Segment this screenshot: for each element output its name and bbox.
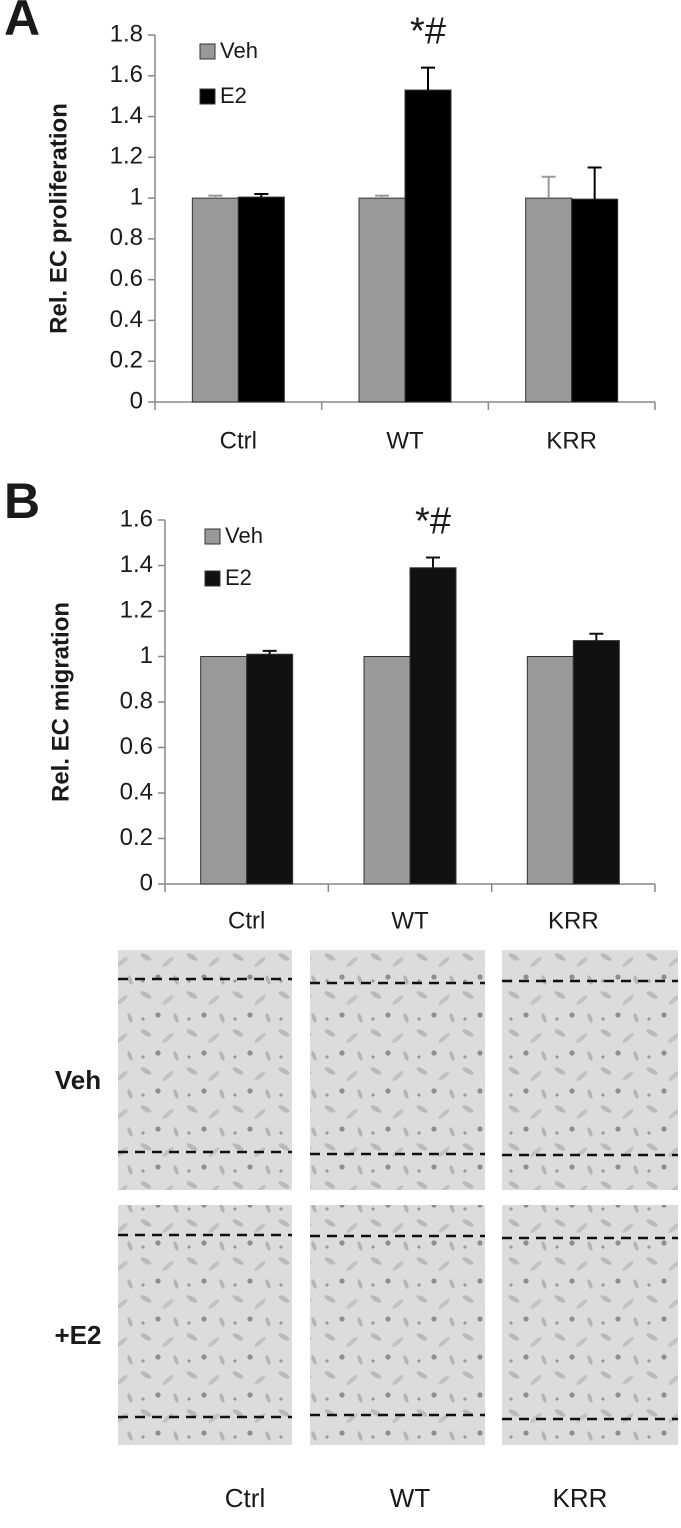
micrograph [118,1205,292,1445]
micrograph [502,950,678,1190]
y-tick-label: 1.2 [120,596,153,623]
y-tick-label: 1.2 [110,143,143,170]
y-tick-label: 1.4 [120,551,153,578]
wound-edges [118,977,678,1421]
error-bar [254,193,269,198]
column-label: WT [390,1483,431,1513]
column-label: Ctrl [225,1483,265,1513]
bar [572,640,620,885]
bar [526,656,574,885]
bar [358,197,406,403]
legend-label: Veh [225,523,263,548]
legend-swatch [199,43,216,60]
y-tick-label: 1.6 [120,505,153,532]
y-tick-label: 0.2 [120,824,153,851]
x-tick-label: KRR [546,427,597,454]
y-axis-label: Rel. EC proliferation [45,103,72,334]
y-tick-label: 0.8 [110,224,143,251]
chart: B Rel. EC migration 0 0.2 0.4 0.6 0.8 1 1.2 1.4 1.… [4,473,656,934]
y-tick-label: 0.4 [120,778,153,805]
bar [363,656,411,885]
y-tick-label: 0 [130,387,143,414]
panel-label: B [4,473,40,529]
legend-swatch [204,528,221,545]
error-bar [587,166,602,200]
y-tick-label: 0.6 [110,265,143,292]
error-bar [589,632,604,641]
error-bar [426,556,440,568]
annotation: *# [410,11,446,53]
micrograph [118,950,292,1190]
panel-label: A [4,0,40,46]
legend-label: E2 [225,565,252,590]
error-bar [262,649,277,655]
y-tick-label: 0.6 [120,733,153,760]
x-tick-label: WT [386,427,424,454]
bar [200,656,248,885]
bar [571,198,619,403]
column-label: KRR [553,1483,608,1513]
micrograph [310,950,485,1190]
bar [525,197,573,403]
bar [409,567,457,885]
error-bar [208,194,223,199]
legend-swatch [199,88,216,105]
y-tick-label: 1.6 [110,61,143,88]
legend-label: Veh [220,38,258,63]
annotation: *# [415,501,451,543]
micrograph [310,1205,485,1445]
row-label: +E2 [55,1320,102,1350]
micrograph-panel: Veh +E2 Ctrl WT KRR [55,950,678,1513]
error-bar [541,175,556,199]
error-bar [375,194,389,199]
bar [404,89,452,403]
bar [237,196,285,403]
bar [191,197,239,403]
legend-label: E2 [220,83,247,108]
x-tick-label: Ctrl [228,907,265,934]
micrograph [502,1205,678,1445]
chart: A Rel. EC proliferation 0 0.2 0.4 0.6 0.8 1 1.2 1… [4,0,656,454]
legend-swatch [204,570,221,587]
y-tick-label: 0.2 [110,347,143,374]
y-axis-label: Rel. EC migration [47,602,74,802]
x-tick-label: Ctrl [220,427,257,454]
y-tick-label: 1 [130,183,143,210]
y-tick-label: 1 [140,642,153,669]
y-tick-label: 0.8 [120,687,153,714]
y-tick-label: 1.4 [110,102,143,129]
x-tick-label: WT [391,907,429,934]
error-bar [421,66,435,91]
y-tick-label: 1.8 [110,20,143,47]
bar [246,653,294,885]
row-label: Veh [55,1065,101,1095]
x-tick-label: KRR [548,907,599,934]
y-tick-label: 0.4 [110,306,143,333]
y-tick-label: 0 [140,869,153,896]
